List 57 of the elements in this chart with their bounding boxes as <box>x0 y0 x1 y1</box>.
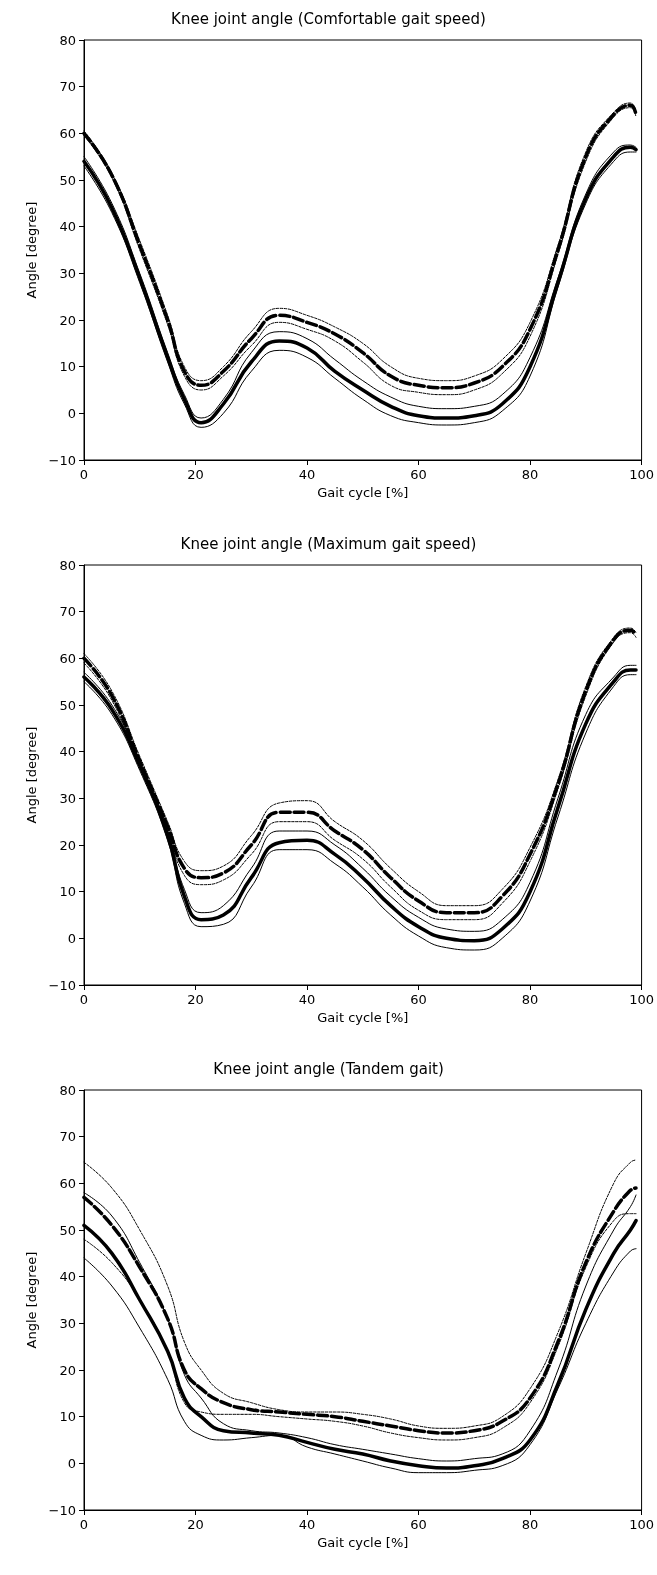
y-tick-label: 80 <box>59 32 76 48</box>
x-tick-label: 0 <box>79 1517 89 1532</box>
y-tick-label: 30 <box>59 790 76 806</box>
x-axis-title: Gait cycle [%] <box>317 485 409 500</box>
y-tick-label: 70 <box>59 604 76 620</box>
y-tick-label: 80 <box>59 1082 76 1098</box>
y-axis-title: Angle [degree] <box>23 1251 39 1349</box>
y-tick-label: −10 <box>48 1502 76 1518</box>
chart-title: Knee joint angle (Tandem gait) <box>213 1059 444 1078</box>
y-tick-label: 10 <box>59 1409 76 1425</box>
y-tick-label: 40 <box>59 744 76 760</box>
x-tick-label: 0 <box>79 992 89 1007</box>
x-tick-label: 20 <box>187 1517 204 1532</box>
chart-title: Knee joint angle (Maximum gait speed) <box>180 534 477 553</box>
x-tick-label: 100 <box>629 1517 655 1532</box>
y-tick-label: 0 <box>67 405 76 421</box>
x-tick-label: 60 <box>410 1517 427 1532</box>
y-tick-label: 50 <box>59 1222 76 1238</box>
y-axis-title: Angle [degree] <box>23 201 39 299</box>
x-axis-title: Gait cycle [%] <box>317 1535 409 1550</box>
y-tick-label: 20 <box>59 837 76 853</box>
x-tick-label: 80 <box>521 467 539 482</box>
y-tick-label: 10 <box>59 884 76 900</box>
chart-title: Knee joint angle (Comfortable gait speed) <box>171 9 486 28</box>
x-tick-label: 100 <box>629 992 655 1007</box>
y-tick-label: 50 <box>59 697 76 713</box>
x-tick-label: 20 <box>187 467 204 482</box>
y-tick-label: 70 <box>59 1129 76 1145</box>
x-tick-label: 40 <box>298 1517 316 1532</box>
y-tick-label: 50 <box>59 172 76 188</box>
y-tick-label: 10 <box>59 359 76 375</box>
x-axis-title: Gait cycle [%] <box>317 1010 409 1025</box>
y-tick-label: 30 <box>59 1315 76 1331</box>
y-tick-label: 0 <box>67 1455 76 1471</box>
y-tick-label: 20 <box>59 1362 76 1378</box>
y-tick-label: 20 <box>59 312 76 328</box>
x-tick-label: 80 <box>521 992 539 1007</box>
x-tick-label: 40 <box>298 992 316 1007</box>
x-tick-label: 20 <box>187 992 204 1007</box>
x-tick-label: 80 <box>521 1517 539 1532</box>
x-tick-label: 100 <box>629 467 655 482</box>
y-tick-label: 70 <box>59 79 76 95</box>
y-tick-label: 40 <box>59 1269 76 1285</box>
x-tick-label: 40 <box>298 467 316 482</box>
y-tick-label: 40 <box>59 219 76 235</box>
y-tick-label: −10 <box>48 977 76 993</box>
y-tick-label: 60 <box>59 650 76 666</box>
x-tick-label: 0 <box>79 467 89 482</box>
y-tick-label: 0 <box>67 930 76 946</box>
y-tick-label: 60 <box>59 1175 76 1191</box>
y-tick-label: 80 <box>59 557 76 573</box>
y-axis-title: Angle [degree] <box>23 726 39 824</box>
y-tick-label: 30 <box>59 265 76 281</box>
y-tick-label: 60 <box>59 125 76 141</box>
x-tick-label: 60 <box>410 467 427 482</box>
x-tick-label: 60 <box>410 992 427 1007</box>
y-tick-label: −10 <box>48 452 76 468</box>
